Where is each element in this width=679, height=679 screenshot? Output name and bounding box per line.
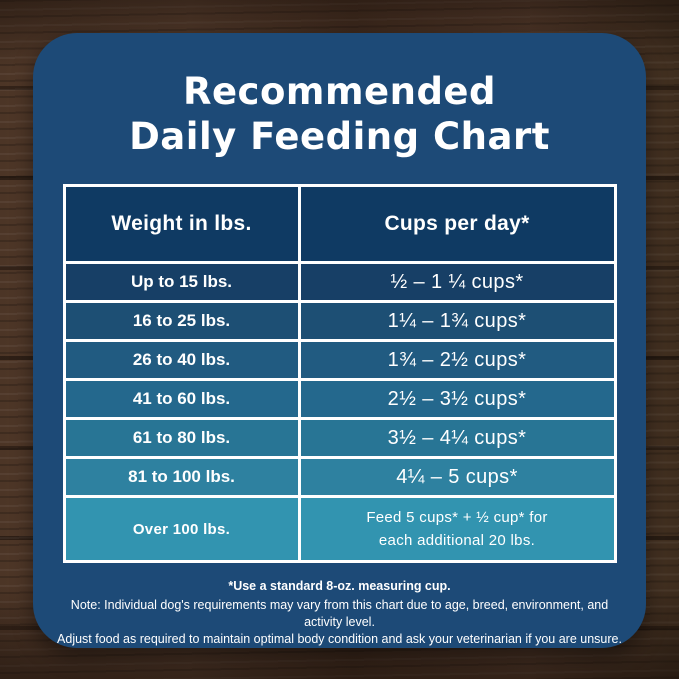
feeding-chart-card: Recommended Daily Feeding Chart Weight i… [33, 33, 646, 648]
table-row-weight: 61 to 80 lbs. [65, 420, 298, 457]
table-row-cups: 2½ – 3½ cups* [300, 381, 614, 418]
disclaimer-line-2: Adjust food as required to maintain opti… [57, 631, 622, 646]
column-header-cups: Cups per day* [300, 187, 614, 262]
table-row-cups: 1¼ – 1¾ cups* [300, 303, 614, 340]
disclaimer-line-1: Note: Individual dog's requirements may … [70, 598, 609, 629]
table-row-weight: 26 to 40 lbs. [65, 342, 298, 379]
footnotes: *Use a standard 8-oz. measuring cup. Not… [33, 578, 646, 648]
table-row-weight: 16 to 25 lbs. [65, 303, 298, 340]
table-row-cups: Feed 5 cups* + ½ cup* for each additiona… [300, 498, 614, 561]
cups-note-line-1: Feed 5 cups* + ½ cup* for [366, 509, 548, 526]
column-header-weight: Weight in lbs. [65, 187, 298, 262]
table-row-weight: Up to 15 lbs. [65, 264, 298, 301]
table-row-cups: ½ – 1 ¼ cups* [300, 264, 614, 301]
page-title: Recommended Daily Feeding Chart [33, 69, 646, 159]
title-line-2: Daily Feeding Chart [129, 115, 550, 159]
feeding-table: Weight in lbs. Cups per day* Up to 15 lb… [62, 184, 617, 564]
table-row-weight: Over 100 lbs. [65, 498, 298, 561]
table-row-cups: 1¾ – 2½ cups* [300, 342, 614, 379]
measuring-cup-note: *Use a standard 8-oz. measuring cup. [228, 579, 451, 594]
cups-note-line-2: each additional 20 lbs. [378, 532, 536, 550]
table-row-weight: 41 to 60 lbs. [65, 381, 298, 418]
title-line-1: Recommended [182, 70, 497, 113]
table-row-cups: 4¼ – 5 cups* [300, 459, 614, 496]
table-row-cups: 3½ – 4¼ cups* [300, 420, 614, 457]
table-row-weight: 81 to 100 lbs. [65, 459, 298, 496]
